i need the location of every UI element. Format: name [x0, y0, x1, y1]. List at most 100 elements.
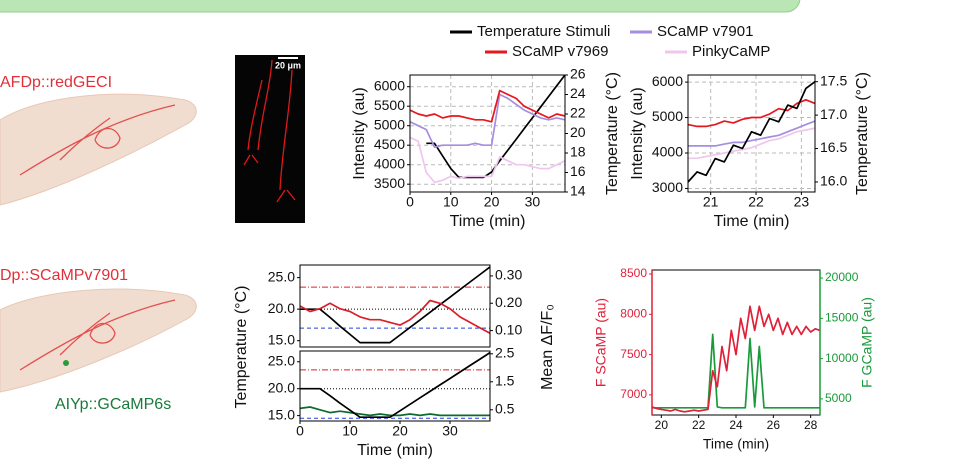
- plot-frame: [299, 350, 491, 422]
- y2-axis-label: F GCaMP (au): [859, 297, 875, 388]
- x-tick-label: 23: [794, 194, 810, 210]
- x-tick-label: 30: [442, 423, 458, 439]
- legend-label: Temperature Stimuli: [477, 23, 610, 40]
- chart-panel: 7000 7500 8000 8500 5000 10000 15000 20000 20 22 2…: [593, 266, 875, 452]
- y-tick-label: 4500: [374, 136, 405, 152]
- x-tick-label: 20: [484, 194, 500, 210]
- x-tick-label: 21: [703, 194, 719, 210]
- chart-panel: 15.0 20.0 25.0 0.5 1.5 2.5 0 10 20 30 Time (min): [268, 345, 515, 460]
- y2-tick-label: 24: [570, 85, 586, 101]
- x-tick-label: 0: [406, 194, 414, 210]
- data-line: [300, 351, 491, 419]
- y-tick-label: 5000: [652, 108, 683, 124]
- x-tick-label: 28: [804, 418, 818, 432]
- y2-tick-label: 16: [570, 163, 586, 179]
- y-axis-label: Temperature (°C): [233, 286, 250, 409]
- data-line: [299, 406, 490, 417]
- legend-label: PinkyCaMP: [692, 43, 770, 60]
- x-axis-label: Time (min): [714, 213, 790, 230]
- legend-label: SCaMP v7969: [512, 43, 608, 60]
- plot-frame: [409, 74, 566, 193]
- panel-label: AFDp::redGECI: [0, 74, 112, 91]
- data-line: [409, 93, 566, 149]
- data-line: [299, 299, 491, 335]
- data-line: [687, 98, 816, 128]
- y-tick-label: 7000: [620, 387, 647, 401]
- y2-tick-label: 17.5: [820, 72, 847, 88]
- x-tick-label: 0: [296, 423, 304, 439]
- neuron-image: [243, 59, 296, 203]
- x-tick-label: 10: [443, 194, 459, 210]
- data-line: [409, 89, 566, 123]
- y2-tick-label: 20: [570, 124, 586, 140]
- y-tick-label: 20.0: [268, 300, 295, 316]
- worm-illustration: [0, 93, 197, 206]
- y2-tick-label: 22: [570, 105, 586, 121]
- neuron-cell: [63, 360, 69, 366]
- y-tick-label: 8500: [620, 266, 647, 280]
- y2-tick-label: 18: [570, 144, 586, 160]
- plot-frame: [651, 269, 821, 416]
- worm-illustration: [0, 288, 197, 393]
- x-tick-label: 30: [525, 194, 541, 210]
- y2-axis-label: Mean ΔF/F₀: [539, 304, 556, 390]
- y-tick-label: 25.0: [268, 352, 295, 368]
- y-tick-label: 15.0: [268, 406, 295, 422]
- y2-tick-label: 0.10: [495, 321, 522, 337]
- panel-label: AIYp::GCaMP6s: [55, 396, 171, 413]
- y-tick-label: 20.0: [268, 379, 295, 395]
- y-tick-label: 3500: [374, 175, 405, 191]
- y-axis-label: Intensity (au): [351, 87, 368, 179]
- x-axis-label: Time (min): [703, 436, 769, 452]
- scale-bar-label: 20 μm: [275, 60, 301, 70]
- y2-tick-label: 0.5: [495, 401, 515, 417]
- y2-tick-label: 26: [570, 66, 586, 82]
- y-tick-label: 6000: [652, 73, 683, 89]
- y-tick-label: 25.0: [268, 268, 295, 284]
- y-axis-label: F SCaMP (au): [593, 298, 609, 387]
- x-tick-label: 22: [692, 418, 706, 432]
- chart-panel: 15.0 20.0 25.0 0.10 0.20 0.30 Temperature (°C)…: [233, 264, 556, 409]
- x-tick-label: 20: [655, 418, 669, 432]
- x-axis-label: Time (min): [357, 442, 433, 459]
- y2-tick-label: 16.0: [820, 173, 847, 189]
- y-tick-label: 5500: [374, 97, 405, 113]
- x-axis-label: Time (min): [450, 213, 526, 230]
- y2-tick-label: 15000: [825, 311, 859, 325]
- x-tick-label: 26: [767, 418, 781, 432]
- x-tick-label: 20: [392, 423, 408, 439]
- legend-label: SCaMP v7901: [657, 23, 753, 40]
- y-tick-label: 15.0: [268, 331, 295, 347]
- y-tick-label: 3000: [652, 179, 683, 195]
- neuron-drawing: [19, 104, 176, 176]
- data-line: [688, 120, 816, 147]
- y-tick-label: 4000: [374, 155, 405, 171]
- y-tick-label: 4000: [652, 144, 683, 160]
- data-line: [687, 81, 816, 183]
- x-tick-label: 22: [748, 194, 764, 210]
- data-line: [651, 305, 821, 413]
- x-tick-label: 10: [342, 423, 358, 439]
- y-tick-label: 6000: [374, 77, 405, 93]
- y2-axis-label: Temperature (°C): [604, 72, 621, 195]
- plot-frame: [299, 264, 491, 348]
- y2-tick-label: 14: [570, 183, 586, 199]
- chart-panel: 3500 4000 4500 5000 5500 6000 14 16 18 20 22 24 26 0 1…: [351, 66, 621, 231]
- data-line: [688, 127, 816, 160]
- neuron-drawing: [19, 299, 176, 371]
- y2-tick-label: 1.5: [495, 373, 515, 389]
- y2-axis-label: Temperature (°C): [854, 72, 871, 195]
- chart-panel: 3000 4000 5000 6000 16.0 16.5 17.0 17.5 21 22 23Ti…: [629, 72, 871, 230]
- y2-tick-label: 20000: [825, 270, 859, 284]
- x-tick-label: 24: [729, 418, 743, 432]
- y2-tick-label: 0.30: [495, 267, 522, 283]
- y2-tick-label: 16.5: [820, 139, 847, 155]
- plot-frame: [687, 74, 816, 193]
- y2-tick-label: 2.5: [495, 345, 515, 361]
- data-line: [652, 333, 820, 409]
- y-tick-label: 7500: [620, 347, 647, 361]
- micrograph: [235, 55, 305, 223]
- header-bar: [0, 0, 801, 13]
- y2-tick-label: 5000: [825, 391, 852, 405]
